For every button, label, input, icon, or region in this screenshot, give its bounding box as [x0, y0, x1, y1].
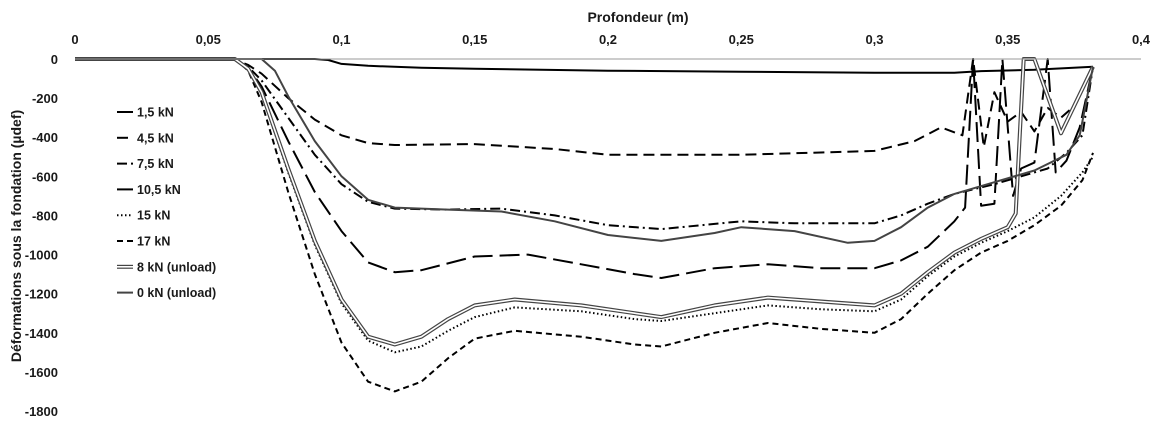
- legend-item: 15 kN: [117, 209, 170, 223]
- y-tick-label: -1800: [25, 404, 58, 419]
- x-tick-label: 0,1: [332, 32, 350, 47]
- x-tick-label: 0,25: [729, 32, 754, 47]
- x-tick-label: 0,3: [865, 32, 883, 47]
- legend-label: 1,5 kN: [137, 106, 174, 120]
- y-tick-label: -600: [32, 169, 58, 184]
- series-line: [75, 58, 1094, 156]
- y-tick-label: -1400: [25, 326, 58, 341]
- x-tick-label: 0,15: [462, 32, 487, 47]
- series-line: [75, 58, 1094, 74]
- x-tick-label: 0,2: [599, 32, 617, 47]
- series-line: [75, 58, 1094, 393]
- legend-item: 7,5 kN: [117, 157, 174, 171]
- y-tick-label: -1000: [25, 248, 58, 263]
- series-line: [75, 58, 1094, 231]
- x-tick-label: 0,05: [196, 32, 221, 47]
- legend-label: 17 kN: [137, 235, 170, 249]
- legend-item: 4,5 kN: [117, 131, 174, 145]
- y-tick-label: -1200: [25, 287, 58, 302]
- legend-label: 8 kN (unload): [137, 260, 216, 274]
- legend-label: 10,5 kN: [137, 183, 181, 197]
- legend-label: 4,5 kN: [137, 131, 174, 145]
- legend-label: 15 kN: [137, 209, 170, 223]
- y-tick-label: -200: [32, 91, 58, 106]
- series-line: [75, 57, 1095, 347]
- x-tick-label: 0: [71, 32, 78, 47]
- legend-item: 10,5 kN: [117, 183, 181, 197]
- series-line: [75, 58, 1094, 354]
- x-tick-label: 0,35: [995, 32, 1020, 47]
- x-tick-label: 0,4: [1132, 32, 1151, 47]
- series-line: [75, 58, 1094, 279]
- x-axis: 0 0,05 0,1 0,15 0,2 0,25 0,3 0,35 0,4: [71, 32, 1151, 60]
- legend: 1,5 kN 4,5 kN 7,5 kN 10,5 kN 15 kN 17 kN 8 kN …: [117, 106, 216, 300]
- legend-item: 17 kN: [117, 235, 170, 249]
- x-axis-title: Profondeur (m): [587, 9, 688, 25]
- y-axis: 0 -200 -400 -600 -800 -1000 -1200 -1400 -1600 -18…: [25, 52, 58, 419]
- plot-area: [75, 57, 1095, 393]
- y-axis-title: Déformations sous la fondation (µdef): [8, 110, 24, 362]
- legend-item: 0 kN (unload): [117, 286, 216, 300]
- legend-label: 0 kN (unload): [137, 286, 216, 300]
- legend-label: 7,5 kN: [137, 157, 174, 171]
- y-tick-label: -800: [32, 208, 58, 223]
- legend-item: 1,5 kN: [117, 106, 174, 120]
- y-tick-label: -1600: [25, 365, 58, 380]
- y-tick-label: 0: [51, 52, 58, 67]
- series-line: [75, 58, 1094, 244]
- legend-item: 8 kN (unload): [117, 260, 216, 274]
- y-tick-label: -400: [32, 130, 58, 145]
